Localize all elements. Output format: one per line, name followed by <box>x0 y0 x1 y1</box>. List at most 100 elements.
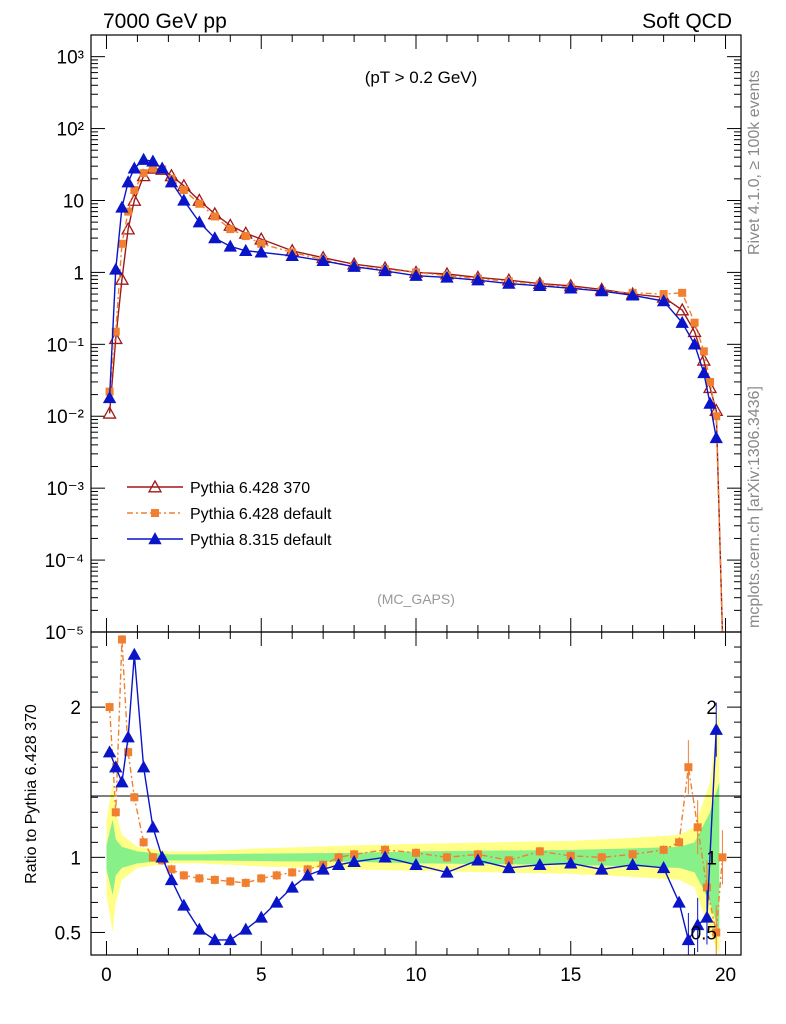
series-line <box>108 167 724 633</box>
data-point <box>127 161 142 174</box>
data-point <box>148 164 157 173</box>
data-point <box>117 635 126 644</box>
data-point <box>139 838 148 847</box>
data-point <box>712 928 721 937</box>
band-green <box>106 782 720 933</box>
data-point <box>177 898 191 911</box>
y-tick-label: 1 <box>73 263 84 284</box>
data-point <box>192 215 207 228</box>
data-point <box>239 243 253 256</box>
data-point <box>164 175 179 188</box>
y-tick-label: 10³ <box>57 48 84 69</box>
data-point <box>378 264 392 277</box>
data-point <box>712 412 721 421</box>
data-point <box>102 745 117 758</box>
data-point <box>409 858 423 871</box>
main-series-layer <box>102 152 724 633</box>
data-point <box>254 245 268 258</box>
data-point <box>409 268 423 281</box>
data-point <box>148 853 157 862</box>
data-point <box>347 259 361 272</box>
data-point <box>316 253 330 267</box>
data-point <box>241 878 250 887</box>
data-point <box>681 933 696 946</box>
data-point <box>210 875 219 884</box>
x-tick-label: 5 <box>256 965 267 986</box>
data-point <box>195 199 204 208</box>
data-point <box>471 273 485 286</box>
data-point <box>440 865 454 878</box>
ratio-y-ticks: 0.5 0.5 1 1 2 2 <box>55 646 741 944</box>
ratio-y-tick-label: 1 <box>70 848 81 869</box>
data-point <box>208 231 222 244</box>
data-point <box>625 288 640 301</box>
data-point <box>208 933 222 946</box>
main-y-ticks: 10⁻⁵ 10⁻⁴ 10⁻³ 10⁻² 10⁻¹ 1 10 10² 10³ <box>45 34 741 644</box>
data-point <box>702 883 711 892</box>
data-point <box>690 918 705 931</box>
cut-annotation: (pT > 0.2 GeV) <box>365 68 478 87</box>
data-point <box>709 722 723 735</box>
y-tick-label: 10⁻¹ <box>47 335 85 356</box>
data-point <box>226 877 235 886</box>
data-point <box>109 760 123 773</box>
ratio-series-layer <box>102 635 727 955</box>
legend-label: Pythia 6.428 default <box>190 506 332 523</box>
data-point <box>124 748 133 757</box>
data-point <box>241 232 250 241</box>
data-point <box>257 874 266 883</box>
data-point <box>121 175 135 188</box>
data-point <box>412 848 420 857</box>
data-point <box>442 853 451 862</box>
data-point <box>254 910 268 923</box>
data-point <box>595 284 609 297</box>
legend: Pythia 6.428 370 Pythia 6.428 default Pyth… <box>127 479 332 549</box>
data-point <box>117 239 126 248</box>
data-point <box>111 327 120 336</box>
main-frame <box>90 34 742 633</box>
x-tick-label: 10 <box>405 965 426 986</box>
y-tick-label: 10⁻⁴ <box>45 551 84 572</box>
data-point <box>130 185 139 194</box>
data-point <box>331 858 346 871</box>
rivet-version-label: Rivet 4.1.0, ≥ 100k events <box>746 70 763 255</box>
data-point <box>300 868 315 881</box>
data-point <box>272 871 281 880</box>
ratio-x-ticks: 0 5 10 15 20 <box>101 632 736 986</box>
data-point <box>690 318 699 327</box>
data-point <box>210 212 219 221</box>
data-point <box>195 874 204 883</box>
data-point <box>687 324 702 338</box>
data-point <box>151 509 159 517</box>
data-point <box>288 868 297 877</box>
data-point <box>285 880 299 893</box>
data-point <box>693 823 702 832</box>
data-point <box>167 865 176 874</box>
data-point <box>109 262 123 275</box>
data-point <box>535 847 544 856</box>
data-point <box>471 853 485 866</box>
data-point <box>130 793 139 802</box>
ratio-uncertainty-band <box>106 707 720 955</box>
y-tick-label: 10 <box>63 191 84 212</box>
data-point <box>706 377 715 386</box>
data-point <box>699 347 708 356</box>
data-point <box>105 703 114 712</box>
data-point <box>223 933 237 946</box>
data-point <box>718 853 727 862</box>
data-point <box>656 294 671 307</box>
data-point <box>121 730 135 743</box>
ratio-y-tick-label: 2 <box>70 698 81 719</box>
data-point <box>179 871 188 880</box>
ratio-series-line <box>108 654 717 942</box>
data-point <box>696 352 711 366</box>
data-point <box>378 850 392 863</box>
data-point <box>127 193 142 206</box>
data-point <box>675 302 690 316</box>
data-point <box>564 281 578 294</box>
data-point <box>139 169 148 178</box>
data-point <box>533 858 547 871</box>
data-point <box>597 853 606 862</box>
data-point <box>257 239 266 248</box>
